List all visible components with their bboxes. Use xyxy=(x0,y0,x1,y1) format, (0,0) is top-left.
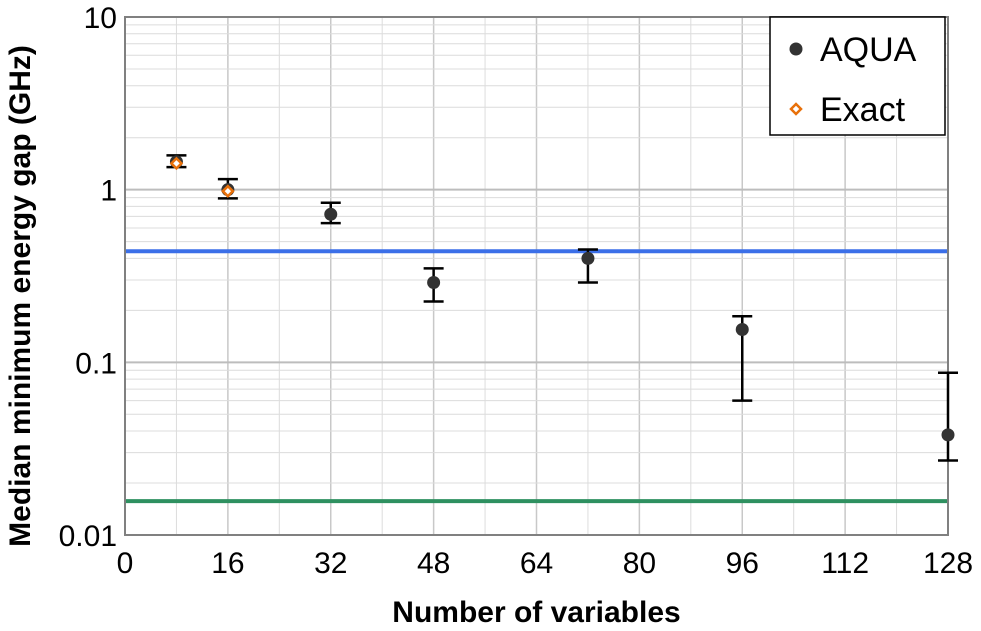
y-tick-label: 10 xyxy=(84,2,117,35)
x-tick-label: 96 xyxy=(726,547,759,580)
y-tick-label: 1 xyxy=(100,175,117,208)
aqua-point xyxy=(427,275,441,289)
x-tick-label: 80 xyxy=(623,547,656,580)
exact-point xyxy=(169,156,184,171)
y-axis-title: Median minimum energy gap (GHz) xyxy=(4,45,37,547)
x-tick-labels: 0 16 32 48 64 80 96 112 128 xyxy=(117,547,973,580)
aqua-point xyxy=(735,322,749,336)
aqua-point xyxy=(324,207,338,221)
x-axis-title: Number of variables xyxy=(392,596,680,629)
reference-lines xyxy=(125,249,948,504)
y-tick-label: 0.01 xyxy=(59,520,117,553)
x-tick-label: 112 xyxy=(821,547,869,580)
x-tick-label: 32 xyxy=(314,547,347,580)
aqua-point xyxy=(941,428,955,442)
y-tick-label: 0.1 xyxy=(75,347,117,380)
x-tick-label: 128 xyxy=(923,547,973,580)
x-tick-label: 0 xyxy=(117,547,134,580)
x-tick-label: 48 xyxy=(417,547,450,580)
legend-box xyxy=(769,16,946,136)
x-tick-label: 16 xyxy=(211,547,244,580)
legend-exact-label: Exact xyxy=(820,91,906,129)
legend-aqua-label: AQUA xyxy=(820,31,917,69)
aqua-point xyxy=(581,251,595,265)
plot-area-frame xyxy=(124,16,949,536)
legend-exact-marker xyxy=(789,102,803,116)
exact-point xyxy=(221,184,235,198)
data-points xyxy=(169,155,955,442)
legend-aqua-marker xyxy=(789,42,803,56)
legend: AQUA Exact xyxy=(769,16,946,136)
y-tick-labels: 0.01 0.1 1 10 xyxy=(59,2,117,553)
x-tick-label: 64 xyxy=(520,547,553,580)
